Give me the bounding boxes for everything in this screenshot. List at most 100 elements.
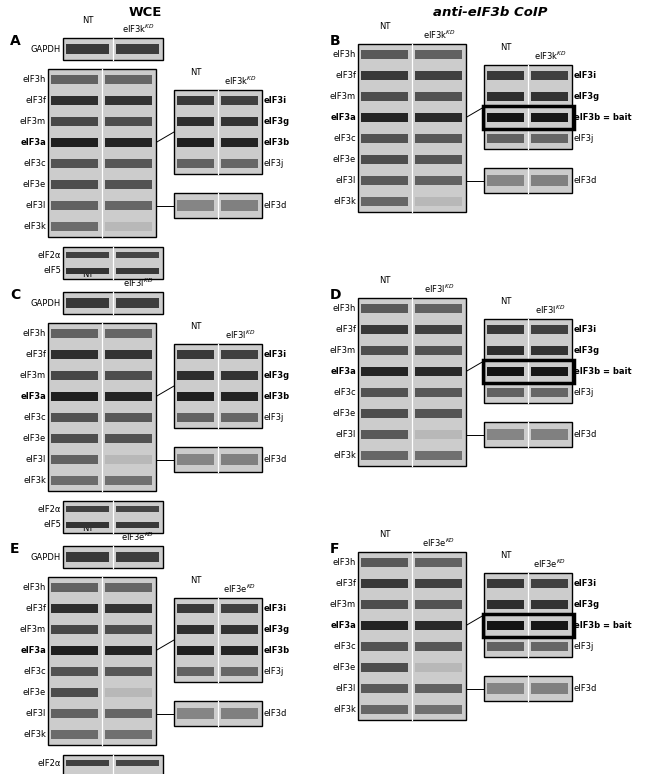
Bar (174, 701, 262, 726)
Bar (415, 346, 462, 355)
Text: eIF3l: eIF3l (335, 430, 356, 439)
Bar (361, 409, 408, 418)
Text: eIF3e$^{KD}$: eIF3e$^{KD}$ (422, 536, 456, 549)
Text: eIF3h: eIF3h (333, 304, 356, 313)
Text: eIF3j: eIF3j (574, 642, 594, 651)
Bar (66, 268, 109, 274)
Bar (361, 197, 408, 206)
Bar (361, 71, 408, 80)
Text: NT: NT (190, 322, 202, 331)
Bar (530, 430, 569, 440)
Bar (177, 646, 214, 655)
Bar (415, 642, 462, 651)
Bar (66, 44, 109, 53)
Bar (530, 621, 569, 630)
Bar (105, 180, 151, 189)
Text: eIF3d: eIF3d (264, 709, 287, 718)
Bar (361, 663, 408, 672)
Text: NT: NT (380, 530, 391, 539)
Bar (116, 759, 159, 766)
Bar (177, 604, 214, 613)
Text: eIF3e: eIF3e (23, 688, 46, 697)
Bar (361, 684, 408, 693)
Text: eIF3j: eIF3j (574, 134, 594, 143)
Text: eIF3i: eIF3i (264, 96, 287, 105)
Text: eIF3l$^{KD}$: eIF3l$^{KD}$ (123, 276, 153, 289)
Bar (415, 197, 462, 206)
Text: eIF2α: eIF2α (38, 505, 61, 513)
Bar (116, 299, 159, 307)
Bar (361, 621, 408, 630)
Bar (487, 367, 525, 376)
Bar (530, 683, 569, 694)
Text: NT: NT (380, 22, 391, 31)
Bar (220, 646, 259, 655)
Bar (415, 325, 462, 334)
Bar (361, 134, 408, 143)
Bar (177, 96, 214, 105)
Bar (105, 688, 151, 697)
Bar (51, 117, 98, 126)
Bar (51, 180, 98, 189)
Text: C: C (10, 288, 20, 302)
Bar (105, 646, 151, 655)
Text: eIF3l$^{KD}$: eIF3l$^{KD}$ (225, 329, 255, 341)
Bar (116, 268, 159, 274)
Text: eIF3e: eIF3e (23, 180, 46, 189)
Text: eIF2α: eIF2α (38, 251, 61, 259)
Bar (105, 159, 151, 168)
Bar (530, 113, 569, 122)
Bar (530, 388, 569, 397)
Bar (66, 252, 109, 259)
Bar (361, 430, 408, 439)
Bar (361, 642, 408, 651)
Bar (51, 646, 98, 655)
Bar (361, 579, 408, 588)
Text: eIF3k: eIF3k (333, 451, 356, 460)
Bar (530, 71, 569, 80)
Text: eIF3g: eIF3g (264, 371, 290, 380)
Bar (361, 92, 408, 101)
Text: eIF2α: eIF2α (38, 759, 61, 768)
Bar (105, 583, 151, 592)
Text: eIF3g: eIF3g (574, 600, 600, 609)
Bar (105, 117, 151, 126)
Bar (220, 413, 259, 422)
Bar (484, 65, 572, 149)
Text: eIF3c: eIF3c (23, 667, 46, 676)
Text: NT: NT (83, 16, 94, 25)
Text: eIF3e$^{KD}$: eIF3e$^{KD}$ (534, 557, 567, 570)
Text: eIF3k$^{KD}$: eIF3k$^{KD}$ (122, 22, 155, 35)
Bar (51, 476, 98, 485)
Bar (177, 200, 214, 211)
Bar (48, 69, 156, 237)
Text: eIF3b = bait: eIF3b = bait (574, 367, 632, 376)
Bar (361, 176, 408, 185)
Bar (415, 388, 462, 397)
Bar (415, 451, 462, 460)
Bar (51, 455, 98, 464)
Text: eIF3l$^{KD}$: eIF3l$^{KD}$ (535, 303, 565, 316)
Bar (220, 454, 259, 465)
Bar (487, 134, 525, 143)
Text: NT: NT (83, 270, 94, 279)
Bar (530, 642, 569, 651)
Text: eIF3d: eIF3d (574, 684, 597, 693)
Text: eIF3e: eIF3e (333, 155, 356, 164)
Bar (530, 346, 569, 355)
Bar (415, 304, 462, 313)
Bar (177, 667, 214, 676)
Text: eIF3k$^{KD}$: eIF3k$^{KD}$ (534, 50, 566, 62)
Bar (177, 392, 214, 401)
Bar (415, 705, 462, 714)
Bar (530, 92, 569, 101)
Bar (174, 598, 262, 682)
Bar (177, 159, 214, 168)
Bar (66, 553, 109, 562)
Bar (487, 325, 525, 334)
Text: eIF3f: eIF3f (335, 71, 356, 80)
Text: eIF3h: eIF3h (333, 50, 356, 59)
Bar (105, 455, 151, 464)
Bar (415, 558, 462, 567)
Text: eIF3d: eIF3d (264, 455, 287, 464)
